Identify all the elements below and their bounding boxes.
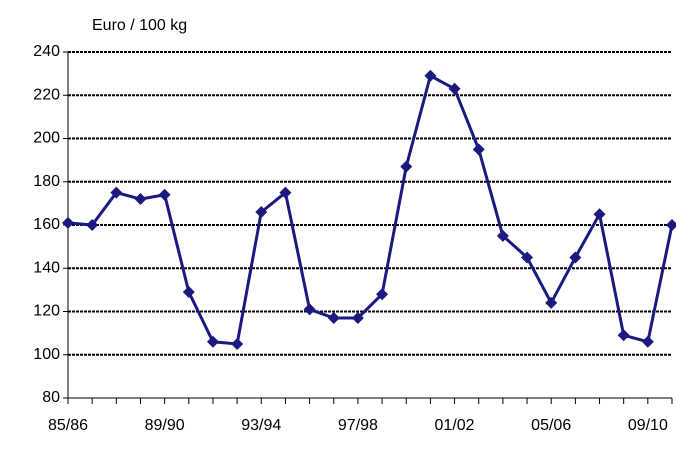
- x-tick-label: 05/06: [531, 417, 571, 434]
- y-tick-label: 100: [33, 346, 60, 363]
- marker: [545, 296, 558, 309]
- x-tick-label: 89/90: [145, 417, 185, 434]
- marker: [400, 160, 413, 173]
- marker: [231, 337, 244, 350]
- marker: [158, 188, 171, 201]
- marker: [617, 329, 630, 342]
- marker: [569, 251, 582, 264]
- marker: [521, 251, 534, 264]
- marker: [376, 288, 389, 301]
- x-tick-label: 93/94: [241, 417, 281, 434]
- marker: [134, 193, 147, 206]
- y-tick-label: 140: [33, 259, 60, 276]
- marker: [593, 208, 606, 221]
- marker: [351, 311, 364, 324]
- marker: [472, 143, 485, 156]
- y-tick-label: 180: [33, 173, 60, 190]
- y-tick-label: 120: [33, 303, 60, 320]
- x-tick-label: 85/86: [48, 417, 88, 434]
- y-tick-label: 220: [33, 86, 60, 103]
- x-tick-label: 01/02: [435, 417, 475, 434]
- marker: [496, 229, 509, 242]
- marker: [279, 186, 292, 199]
- marker: [424, 69, 437, 82]
- marker: [182, 286, 195, 299]
- marker: [255, 206, 268, 219]
- y-tick-label: 160: [33, 216, 60, 233]
- y-tick-label: 80: [42, 389, 60, 406]
- marker: [666, 219, 676, 231]
- y-tick-label: 240: [33, 43, 60, 60]
- line: [67, 73, 674, 346]
- marker: [206, 335, 219, 348]
- marker: [448, 82, 461, 95]
- marker: [303, 303, 316, 316]
- y-tick-label: 200: [33, 130, 60, 147]
- x-tick-label: 97/98: [338, 417, 378, 434]
- marker: [327, 311, 340, 324]
- y-axis-label: Euro / 100 kg: [92, 17, 187, 34]
- marker: [110, 186, 123, 199]
- marker: [641, 335, 654, 348]
- marker: [86, 219, 99, 231]
- marker: [62, 216, 74, 229]
- x-tick-label: 09/10: [628, 417, 668, 434]
